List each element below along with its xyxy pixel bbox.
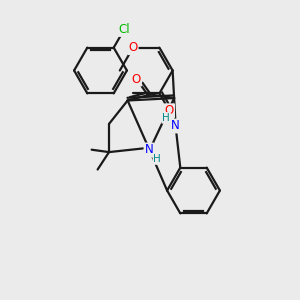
Text: H: H: [153, 154, 161, 164]
Text: O: O: [128, 41, 138, 54]
Text: Cl: Cl: [118, 23, 130, 36]
Text: N: N: [145, 143, 153, 157]
Text: H: H: [162, 113, 170, 123]
Text: O: O: [165, 104, 174, 117]
Text: N: N: [171, 119, 180, 133]
Text: O: O: [132, 73, 141, 85]
